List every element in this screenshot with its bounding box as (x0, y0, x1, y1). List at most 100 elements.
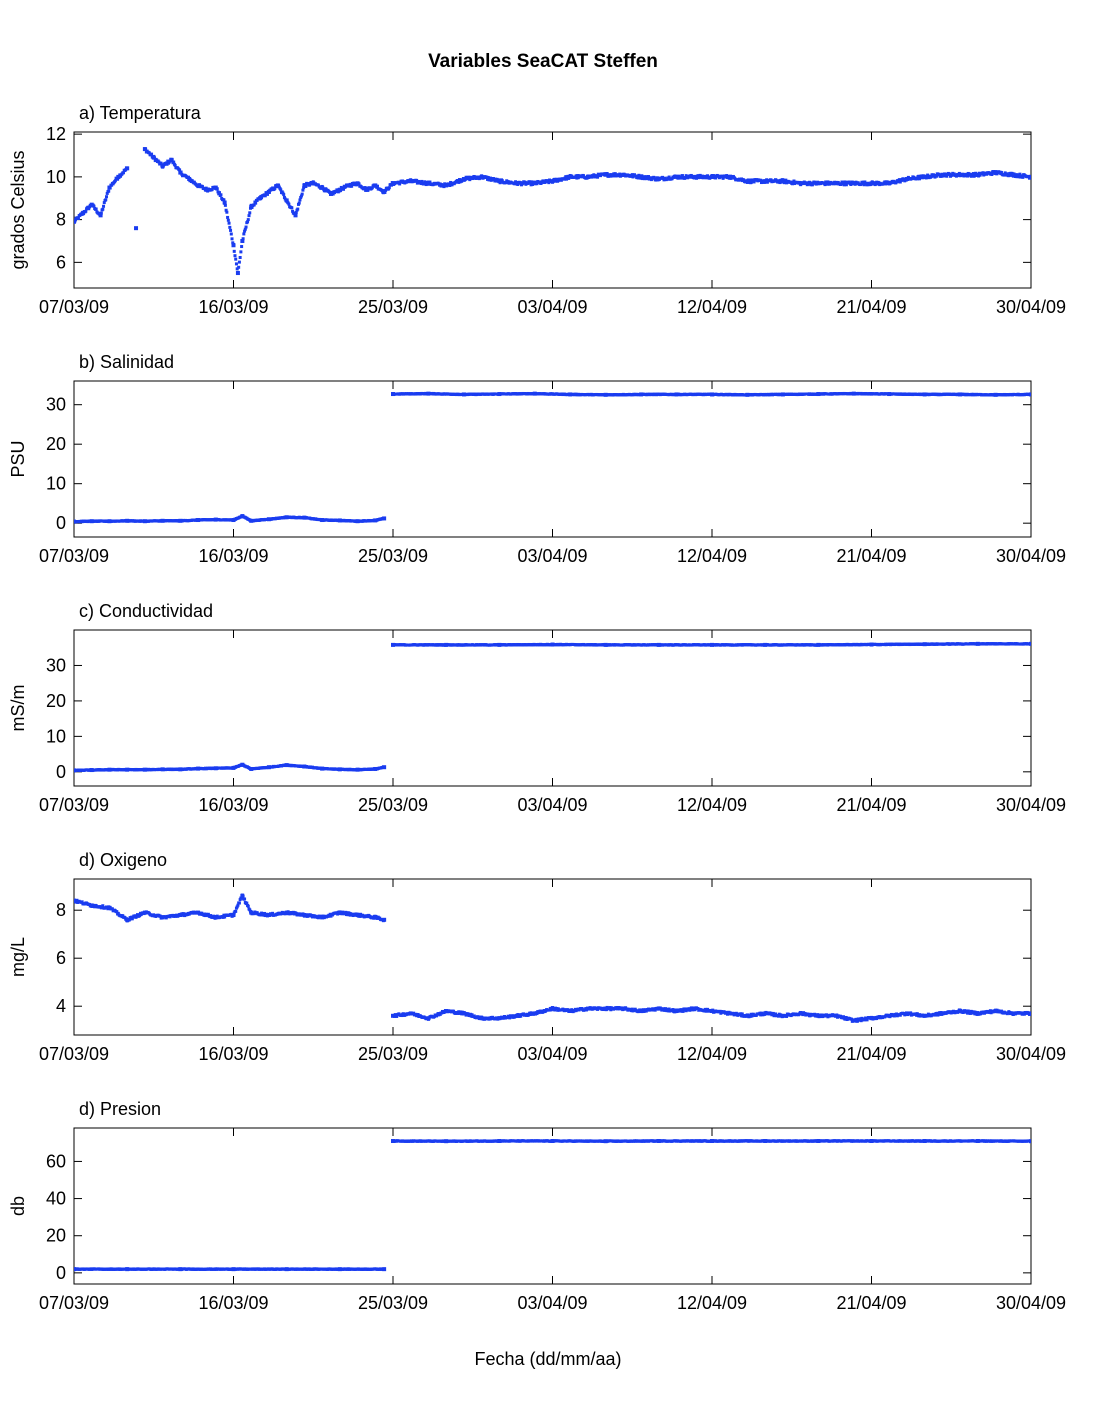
data-point (302, 764, 307, 769)
data-point (816, 392, 821, 397)
data-marker (237, 260, 241, 264)
data-point (160, 164, 165, 169)
data-marker (974, 171, 978, 175)
data-point (275, 183, 280, 188)
data-point (382, 516, 387, 521)
data-marker (226, 215, 230, 219)
data-marker (667, 1007, 671, 1011)
data-point (231, 243, 236, 248)
data-point (408, 179, 413, 184)
data-point (656, 177, 661, 182)
data-point (940, 172, 945, 177)
data-marker (92, 204, 96, 208)
data-point (922, 392, 927, 397)
data-point (798, 181, 803, 186)
data-marker (401, 1012, 405, 1016)
data-marker (582, 174, 586, 178)
data-marker (150, 152, 154, 156)
data-point (204, 187, 209, 192)
data-marker (252, 203, 256, 207)
data-point (80, 211, 85, 216)
x-tick-label: 16/03/09 (198, 546, 268, 566)
data-marker (836, 180, 840, 184)
data-marker (1007, 174, 1011, 178)
x-tick-label: 21/04/09 (836, 1044, 906, 1064)
data-point (816, 181, 821, 186)
data-marker (844, 183, 848, 187)
data-marker (363, 186, 367, 190)
data-marker (101, 207, 105, 211)
data-point (337, 767, 342, 772)
data-marker (244, 225, 248, 229)
x-tick-label: 03/04/09 (517, 795, 587, 815)
data-point (603, 172, 608, 177)
data-point (231, 518, 236, 523)
data-marker (243, 227, 247, 231)
data-point (235, 271, 240, 276)
data-marker (235, 267, 239, 271)
data-point (284, 515, 289, 520)
data-marker (972, 174, 976, 178)
data-marker (296, 207, 300, 211)
data-point (355, 767, 360, 772)
data-marker (387, 186, 391, 190)
data-series (74, 893, 1031, 1023)
data-point (231, 765, 236, 770)
data-point (302, 183, 307, 188)
data-marker (1009, 173, 1013, 177)
data-marker (271, 911, 275, 915)
data-point (763, 642, 768, 647)
data-marker (237, 265, 241, 269)
data-marker (299, 194, 303, 198)
data-marker (679, 176, 683, 180)
data-point (497, 179, 502, 184)
data-marker (898, 180, 902, 184)
data-point (710, 392, 714, 397)
data-series (74, 147, 1031, 276)
data-marker (308, 183, 312, 187)
data-marker (217, 191, 221, 195)
data-point (178, 170, 183, 175)
plot-area (73, 878, 1032, 1036)
data-marker (147, 151, 151, 155)
data-marker (487, 178, 491, 182)
data-marker (598, 174, 602, 178)
x-tick-label: 16/03/09 (198, 297, 268, 317)
data-point (293, 213, 298, 218)
data-marker (121, 914, 125, 918)
data-marker (263, 911, 267, 915)
data-point (656, 642, 661, 647)
data-marker (101, 904, 105, 908)
data-point (958, 392, 963, 397)
data-point (975, 641, 980, 646)
data-point (125, 518, 130, 523)
data-point (780, 392, 785, 397)
data-marker (192, 180, 196, 184)
data-point (337, 518, 342, 523)
data-point (107, 519, 112, 524)
data-point (461, 392, 466, 397)
data-marker (245, 901, 249, 905)
y-tick-label: 0 (56, 513, 66, 533)
data-marker (915, 177, 919, 181)
data-marker (526, 181, 530, 185)
data-point (1011, 172, 1016, 177)
x-tick-label: 07/03/09 (39, 297, 109, 317)
data-marker (342, 187, 346, 191)
data-marker (954, 174, 958, 178)
data-point (320, 766, 325, 771)
data-marker (233, 254, 237, 258)
data-point (107, 767, 112, 772)
data-marker (273, 186, 277, 190)
data-marker (535, 1012, 539, 1016)
data-marker (714, 176, 718, 180)
data-marker (698, 173, 702, 177)
data-marker (239, 250, 243, 254)
data-point (1029, 392, 1031, 397)
data-point (240, 238, 245, 243)
data-point (89, 202, 94, 207)
data-point (958, 172, 963, 177)
data-point (382, 765, 387, 770)
